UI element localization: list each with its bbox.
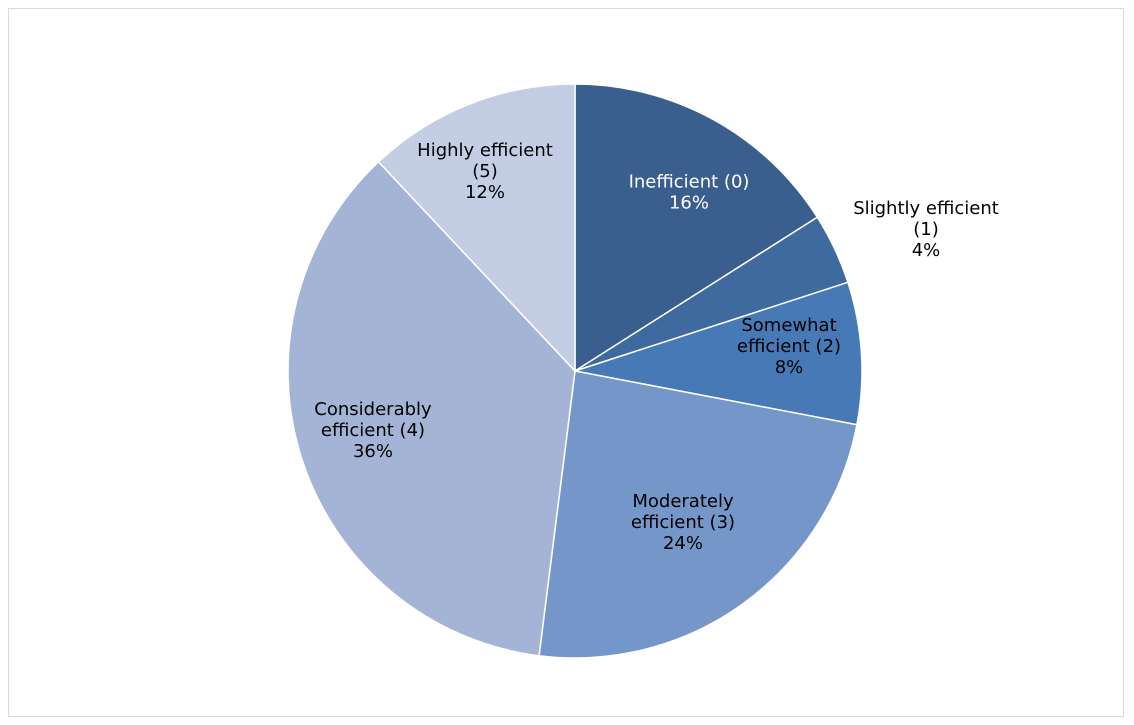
pie-label-4: Considerably efficient (4) 36% xyxy=(314,399,432,462)
pie-label-1: Slightly efficient (1) 4% xyxy=(853,198,999,261)
pie-label-3: Moderately efficient (3) 24% xyxy=(631,491,735,554)
pie-label-line: Slightly efficient xyxy=(853,198,999,219)
pie-label-line: efficient (2) xyxy=(737,336,841,357)
pie-label-line: (1) xyxy=(913,219,939,240)
pie-label-line: Inefficient (0) xyxy=(629,172,750,193)
pie-slice-2 xyxy=(574,281,863,426)
pie-label-line: (5) xyxy=(472,161,498,182)
pie-label-line: Highly efficient xyxy=(417,140,553,161)
pie-label-line: 4% xyxy=(912,240,941,261)
pie-label-line: 8% xyxy=(775,357,804,378)
pie-label-line: 36% xyxy=(353,441,393,462)
pie-label-5: Highly efficient (5) 12% xyxy=(417,140,553,203)
pie-slice-5 xyxy=(377,83,576,373)
pie-label-line: Considerably xyxy=(314,399,432,420)
pie-slice-3 xyxy=(538,370,858,659)
pie-label-line: 24% xyxy=(663,533,703,554)
pie-slice-0 xyxy=(574,83,819,373)
pie-labels: Inefficient (0) 16% Slightly efficient (1) 4… xyxy=(314,140,999,554)
pie-label-line: efficient (3) xyxy=(631,512,735,533)
pie-label-line: Somewhat xyxy=(741,315,836,336)
pie-label-2: Somewhat efficient (2) 8% xyxy=(737,315,841,378)
pie-slices xyxy=(287,83,863,659)
pie-label-0: Inefficient (0) 16% xyxy=(629,172,750,214)
pie-slice-4 xyxy=(287,160,576,657)
pie-label-line: 12% xyxy=(465,182,505,203)
pie-label-line: efficient (4) xyxy=(321,420,425,441)
pie-label-line: 16% xyxy=(669,193,709,214)
pie-label-line: Moderately xyxy=(632,491,734,512)
